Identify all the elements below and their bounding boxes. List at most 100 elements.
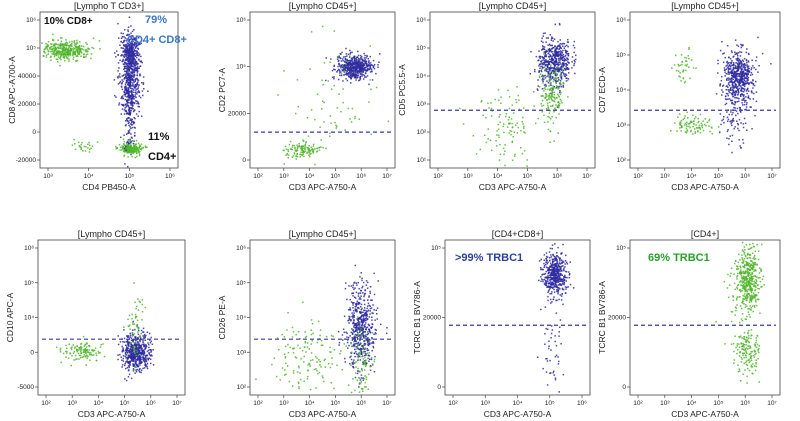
y-tick-label: 10⁵ (236, 280, 246, 287)
y-tick-label: 0 (622, 384, 626, 391)
y-tick-label: 10⁶ (236, 245, 246, 252)
y-tick-label: 10⁶ (236, 17, 246, 24)
y-tick-label: 10⁵ (616, 245, 626, 252)
x-tick-label: 10⁴ (305, 400, 315, 407)
y-axis-label: CD2 PC7-A (217, 67, 227, 112)
x-axis-label: CD3 APC-A750-A (289, 182, 357, 192)
event-dots (255, 264, 388, 394)
event-dots (55, 282, 155, 382)
x-tick-label: 10⁴ (687, 400, 697, 407)
scatter-panel-4: [Lympho CD45+] CD3 APC-A750-A CD7 ECD-A 10²… (597, 1, 781, 192)
y-tick-label: 10³ (617, 122, 627, 129)
panel-title: [Lympho CD45+] (671, 1, 738, 11)
x-tick-label: 10⁶ (577, 400, 587, 407)
event-dots (41, 16, 149, 168)
x-tick-label: 10⁷ (382, 400, 392, 407)
y-axis-label: CD7 ECD-A (597, 67, 607, 113)
x-tick-label: 10³ (67, 400, 77, 407)
x-tick-label: 10³ (43, 173, 53, 180)
y-tick-label: 0 (30, 349, 34, 356)
population-annotation: 79% (145, 14, 167, 26)
y-axis-label: TCRC B1 BV786-A (597, 281, 607, 354)
y-tick-label: 10³ (237, 349, 247, 356)
y-tick-label: 10⁶ (416, 17, 426, 24)
x-tick-label: 10⁴ (84, 173, 94, 180)
x-tick-label: 10⁴ (493, 173, 503, 180)
y-tick-label: 10⁵ (431, 245, 441, 252)
x-tick-label: 10³ (660, 400, 670, 407)
panel-title: [Lympho CD45+] (78, 229, 145, 239)
population-annotation: CD4+ CD8+ (127, 34, 187, 46)
x-tick-label: 10³ (279, 173, 289, 180)
x-tick-label: 10³ (463, 173, 473, 180)
x-tick-label: 10⁵ (522, 173, 532, 180)
x-tick-label: 10⁶ (740, 400, 750, 407)
event-dots (459, 22, 577, 167)
population-annotation: CD4+ (148, 151, 176, 163)
x-tick-label: 10⁶ (356, 400, 366, 407)
x-tick-label: 10⁷ (172, 400, 182, 407)
y-tick-label: 20000 (228, 110, 246, 117)
plot-frame (249, 11, 396, 169)
scatter-panel-3: [Lympho CD45+] CD3 APC-A750-A CD5 PC5.5-A 1… (397, 1, 596, 192)
x-tick-label: 10⁶ (740, 173, 750, 180)
y-tick-label: 10⁵ (416, 45, 426, 52)
x-tick-label: 10² (448, 400, 458, 407)
y-tick-label: 10³ (417, 101, 427, 108)
x-tick-label: 10⁷ (582, 173, 592, 180)
y-tick-label: 10⁶ (24, 245, 34, 252)
y-tick-label: 10⁴ (416, 73, 426, 80)
x-tick-label: 10⁵ (330, 173, 340, 180)
x-axis-label: CD4 PB450-A (82, 182, 136, 192)
y-tick-label: 10⁵ (236, 64, 246, 71)
panel-title: [Lympho CD45+] (289, 1, 356, 11)
x-tick-label: 10⁴ (687, 173, 697, 180)
panel-title: [CD4+CD8+] (492, 229, 544, 239)
y-axis-label: CD10 APC-A (5, 292, 15, 342)
scatter-panel-6: [Lympho CD45+] CD3 APC-A750-A CD26 PE-A 10²… (217, 229, 396, 419)
population-annotation: 11% (148, 131, 170, 143)
event-dots (536, 243, 575, 393)
x-axis-label: CD3 APC-A750-A (671, 182, 739, 192)
x-tick-label: 10² (41, 400, 51, 407)
y-tick-label: 10⁵ (26, 45, 36, 52)
y-tick-label: 10⁴ (24, 315, 34, 322)
y-tick-label: 0 (437, 384, 441, 391)
population-annotation: 10% CD8+ (44, 16, 93, 27)
y-tick-label: 10² (237, 384, 247, 391)
x-tick-label: 10⁶ (146, 400, 156, 407)
y-tick-label: 10⁵ (616, 52, 626, 59)
panel-title: [Lympho CD45+] (289, 229, 356, 239)
x-tick-label: 10⁷ (382, 173, 392, 180)
y-tick-label: 10⁶ (616, 17, 626, 24)
y-tick-label: 0 (32, 129, 36, 136)
x-tick-label: 10⁴ (305, 173, 315, 180)
x-tick-label: 10³ (481, 400, 491, 407)
x-tick-label: 10² (433, 173, 443, 180)
x-tick-label: 10⁵ (713, 400, 723, 407)
y-axis-label: CD8 APC-A700-A (7, 56, 17, 124)
scatter-panel-1: [Lympho T CD3+] CD4 PB450-A CD8 APC-A700-A… (7, 1, 187, 192)
x-tick-label: 10² (253, 400, 263, 407)
y-tick-label: 10¹ (417, 157, 427, 164)
panel-title: [Lympho CD45+] (479, 1, 546, 11)
scatter-panel-7: [CD4+CD8+] CD3 APC-A750-A TCRC B1 BV786-A 1… (412, 229, 591, 419)
x-tick-label: 10⁷ (767, 173, 777, 180)
x-tick-label: 10⁴ (512, 400, 522, 407)
y-tick-label: 0 (242, 157, 246, 164)
population-annotation: >99% TRBC1 (455, 252, 523, 264)
x-axis-label: CD3 APC-A750-A (289, 409, 357, 419)
scatter-panel-5: [Lympho CD45+] CD3 APC-A750-A CD10 APC-A 10… (5, 229, 186, 419)
event-dots (670, 36, 772, 154)
y-tick-label: 20000 (18, 101, 36, 108)
y-tick-label: 10⁴ (616, 87, 626, 94)
panel-title: [Lympho T CD3+] (74, 1, 144, 11)
x-tick-label: 10⁶ (552, 173, 562, 180)
y-axis-label: CD26 PE-A (217, 295, 227, 339)
panel-title: [CD4+] (691, 229, 719, 239)
x-tick-label: 10⁵ (545, 400, 555, 407)
y-tick-label: 20000 (608, 315, 626, 322)
x-tick-label: 10⁵ (330, 400, 340, 407)
y-axis-label: TCRC B1 BV786-A (412, 281, 422, 354)
